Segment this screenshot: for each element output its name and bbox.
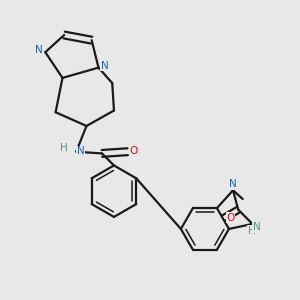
Text: O: O xyxy=(130,146,138,156)
Text: N: N xyxy=(77,146,85,156)
Text: N: N xyxy=(229,179,237,189)
Text: H: H xyxy=(60,143,68,153)
Text: O: O xyxy=(226,213,234,223)
Text: N: N xyxy=(253,222,260,233)
Text: H: H xyxy=(248,226,255,236)
Text: N: N xyxy=(35,46,43,56)
Text: N: N xyxy=(101,61,109,71)
